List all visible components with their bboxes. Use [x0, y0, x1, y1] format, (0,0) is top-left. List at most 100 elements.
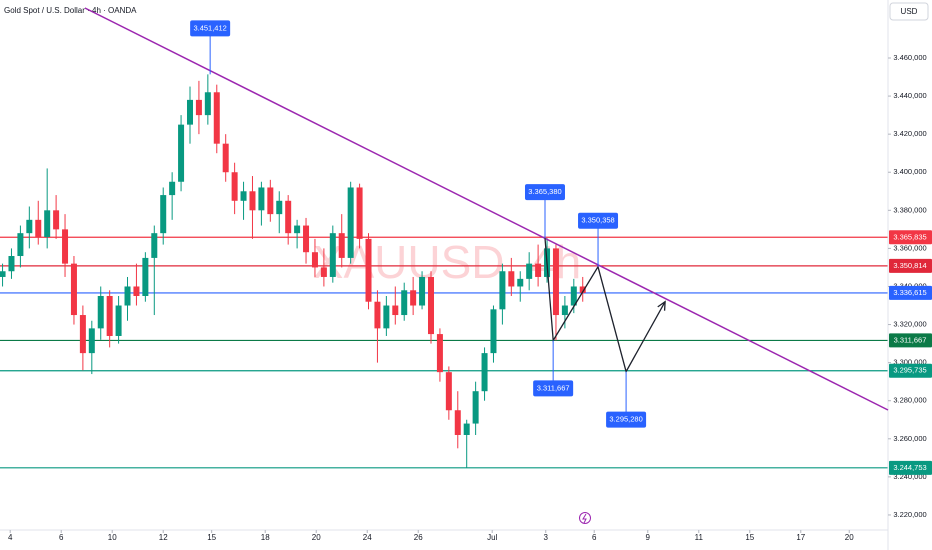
candle-body [204, 92, 211, 116]
currency: USD [901, 7, 918, 16]
candle-body [481, 353, 488, 392]
symbol-title: Gold Spot / U.S. Dollar · 4h · OANDA [4, 6, 137, 15]
y-tick-label: 3.420,000 [893, 129, 926, 138]
x-tick-label: 12 [159, 533, 168, 542]
x-tick-label: 4 [8, 533, 13, 542]
callout-label: 3.365,380 [528, 187, 561, 196]
price-badge-label: 3.365,835 [893, 232, 926, 241]
candle-body [267, 187, 274, 215]
price-badge [889, 258, 932, 273]
callout-box [578, 212, 619, 229]
x-tick-label: 3 [544, 533, 549, 542]
candle-body [97, 295, 104, 329]
watermark: XAUUSD, 4h [313, 236, 581, 288]
x-tick-label: 18 [261, 533, 270, 542]
y-tick-label: 3.440,000 [893, 91, 926, 100]
candle-body [8, 256, 15, 272]
candle-body [445, 372, 452, 411]
price-badge-label: 3.311,667 [894, 335, 927, 344]
candle-body [508, 271, 515, 287]
x-tick-label: 26 [414, 533, 423, 542]
candle-body [106, 295, 113, 336]
x-tick-label: 20 [845, 533, 854, 542]
candle-body [160, 195, 167, 234]
price-badge [889, 230, 932, 245]
candle-body [365, 238, 372, 302]
candle-body [570, 286, 577, 306]
callout-label: 3.350,358 [581, 216, 614, 225]
price-badge [889, 460, 932, 475]
x-tick-label: 10 [108, 533, 117, 542]
candle-body [392, 305, 399, 316]
candle-body [186, 99, 193, 125]
candle-body [0, 271, 6, 277]
candle-body [303, 225, 310, 253]
callout-box [533, 380, 574, 397]
candle-body [383, 305, 390, 329]
candle-body [240, 191, 247, 201]
y-tick-label: 3.460,000 [893, 53, 926, 62]
candle-body [115, 305, 122, 336]
candle-body [374, 301, 381, 329]
currency-box [889, 2, 929, 21]
candle-body [490, 309, 497, 354]
x-tick-label: 24 [363, 533, 372, 542]
x-tick-label: 15 [207, 533, 216, 542]
callout-label: 3.311,667 [537, 383, 570, 392]
y-tick-label: 3.320,000 [893, 320, 926, 329]
candle-body [70, 263, 77, 316]
candle-body [133, 286, 140, 296]
candle-body [552, 248, 559, 316]
price-badge [889, 285, 932, 300]
x-tick-label: 6 [59, 533, 64, 542]
price-badge-label: 3.350,814 [893, 261, 926, 270]
y-tick-label: 3.380,000 [893, 205, 926, 214]
candle-body [463, 423, 470, 435]
callout-box [606, 411, 647, 428]
candle-body [79, 315, 86, 354]
y-tick-label: 3.220,000 [893, 510, 926, 519]
x-tick-label: Jul [487, 533, 497, 542]
candle-body [231, 172, 238, 201]
candle-body [579, 286, 586, 293]
y-tick-label: 3.240,000 [893, 472, 926, 481]
projection-path [544, 238, 666, 374]
candle-body [499, 271, 506, 310]
candle-body [294, 225, 301, 234]
candle-body [62, 229, 69, 264]
candle-body [535, 263, 542, 277]
candle-body [124, 286, 131, 306]
arrow-head [657, 300, 666, 311]
callout-box [190, 20, 231, 37]
candle-body [151, 233, 158, 258]
price-badge [889, 363, 932, 378]
candle-body [213, 92, 220, 144]
callout-label: 3.451,412 [193, 23, 226, 32]
callout-label: 3.295,280 [609, 415, 642, 424]
candle-body [419, 276, 426, 306]
price-badge-label: 3.336,615 [893, 288, 926, 297]
candle-body [88, 328, 95, 354]
y-tick-label: 3.300,000 [893, 358, 926, 367]
x-tick-label: 17 [796, 533, 805, 542]
callout-box [524, 184, 565, 201]
candle-body [195, 99, 202, 116]
x-tick-label: 9 [646, 533, 651, 542]
x-tick-label: 6 [592, 533, 597, 542]
candle-body [347, 187, 354, 258]
candle-body [320, 267, 327, 277]
candle-body [311, 252, 318, 268]
candle-body [517, 278, 524, 287]
candle-body [35, 219, 42, 237]
y-tick-label: 3.400,000 [893, 167, 926, 176]
candle-body [169, 181, 176, 196]
price-badge-label: 3.295,735 [893, 366, 926, 375]
candle-body [276, 200, 283, 215]
flash-icon[interactable] [579, 512, 591, 524]
candle-body [142, 257, 149, 296]
candle-body [26, 219, 33, 234]
y-tick-label: 3.260,000 [893, 434, 926, 443]
